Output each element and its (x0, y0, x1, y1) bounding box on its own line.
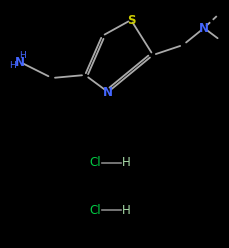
Text: H: H (19, 51, 25, 60)
Text: Cl: Cl (89, 156, 101, 169)
Text: S: S (127, 13, 135, 27)
Text: N: N (15, 56, 25, 68)
Text: N: N (199, 22, 209, 34)
Text: H: H (122, 204, 130, 217)
Text: Cl: Cl (89, 204, 101, 217)
Text: H: H (122, 156, 130, 169)
Text: H: H (9, 61, 15, 69)
Text: N: N (103, 86, 113, 98)
